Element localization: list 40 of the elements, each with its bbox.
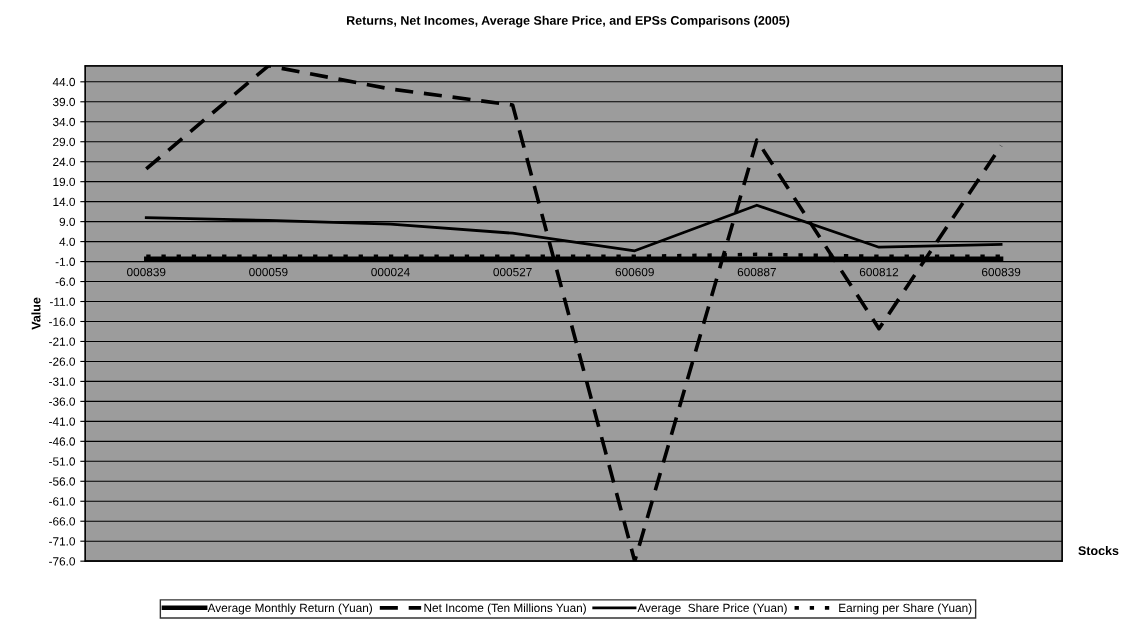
y-tick-label: -21.0 (49, 337, 76, 346)
y-tick-label: -36.0 (49, 397, 76, 406)
legend-label: Earning per Share (Yuan) (839, 603, 972, 615)
x-tick-label: 000059 (249, 267, 288, 277)
y-tick-label: 19.0 (53, 177, 76, 187)
x-tick-label: 600812 (859, 267, 899, 277)
x-tick-label: 600609 (615, 267, 654, 277)
x-tick-label: 000527 (493, 267, 532, 277)
y-tick-label: 44.0 (52, 77, 76, 87)
y-tick-label: -16.0 (49, 317, 76, 326)
y-tick-label: -6.0 (55, 277, 76, 286)
y-tick-label: -41.0 (49, 417, 76, 426)
x-tick-label: 600887 (737, 267, 776, 277)
y-tick-label: 9.0 (59, 217, 76, 227)
y-tick-label: -71.0 (49, 537, 76, 546)
x-tick-label: 000839 (127, 267, 166, 277)
y-tick-label: -56.0 (49, 477, 76, 486)
y-tick-label: -1.0 (55, 257, 76, 266)
y-tick-label: 29.0 (53, 137, 76, 147)
x-tick-label: 600839 (982, 267, 1021, 277)
y-tick-label: -51.0 (49, 457, 76, 466)
legend-label: Net Income (Ten Millions Yuan) (424, 603, 586, 615)
y-tick-label: -61.0 (49, 497, 76, 506)
x-tick-label: 000024 (371, 267, 410, 277)
y-tick-label: -31.0 (49, 377, 76, 386)
y-tick-label: 4.0 (59, 237, 76, 246)
y-tick-label: 24.0 (53, 157, 76, 167)
y-tick-label: 34.0 (52, 117, 76, 127)
y-tick-label: -46.0 (49, 437, 76, 446)
legend-label: Average Monthly Return (Yuan) (207, 603, 372, 615)
y-tick-label: -76.0 (49, 557, 76, 566)
y-tick-label: 39.0 (52, 97, 76, 107)
y-tick-label: -26.0 (49, 357, 76, 366)
chart-title: Returns, Net Incomes, Average Share Price, and EPSs Comparisons (2005) (347, 15, 790, 28)
y-axis-title: Value (31, 297, 41, 330)
y-tick-label: -11.0 (49, 297, 76, 306)
y-tick-label: -66.0 (49, 517, 76, 526)
legend-label: Average Share Price (Yuan) (637, 603, 787, 615)
y-tick-label: 14.0 (53, 197, 76, 207)
x-axis-title: Stocks (1078, 545, 1119, 556)
